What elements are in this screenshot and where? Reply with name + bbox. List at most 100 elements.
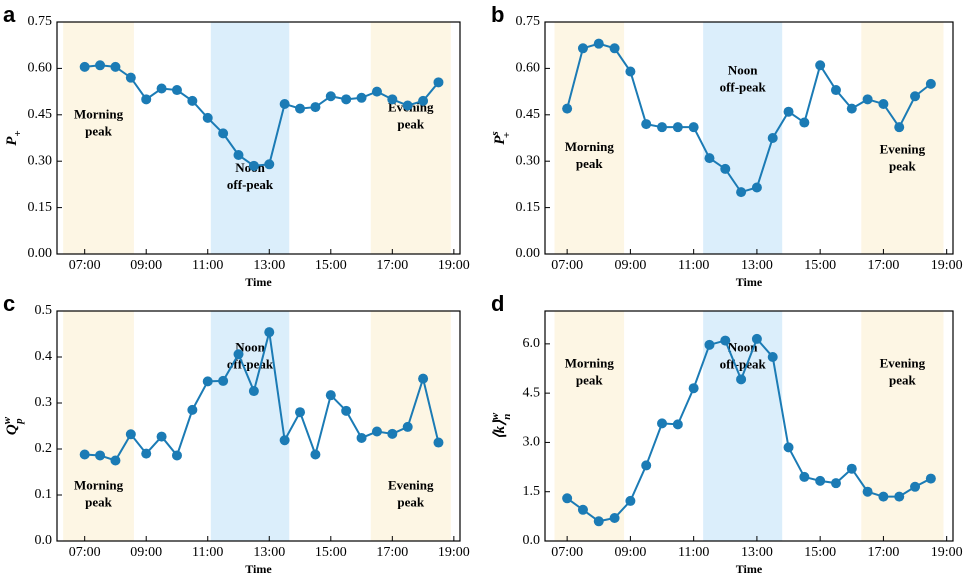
data-point — [830, 478, 841, 489]
x-tick-label: 17:00 — [376, 258, 408, 273]
data-point — [688, 122, 699, 133]
data-point — [187, 95, 198, 106]
data-point — [233, 349, 244, 360]
data-point — [356, 432, 367, 443]
data-point — [910, 91, 921, 102]
x-tick-label: 07:00 — [69, 545, 101, 560]
data-point — [371, 426, 382, 437]
x-axis-label: Time — [245, 275, 272, 289]
data-point — [625, 495, 636, 506]
data-point — [925, 78, 936, 89]
data-point — [418, 373, 429, 384]
data-point — [751, 182, 762, 193]
data-point — [141, 94, 152, 105]
data-point — [264, 159, 275, 170]
region-label: Morning peak — [74, 107, 124, 139]
data-point — [79, 449, 90, 460]
y-axis-label: Qwp — [1, 416, 25, 435]
data-point — [830, 85, 841, 96]
x-tick-label: 09:00 — [614, 545, 646, 560]
data-point — [402, 421, 413, 432]
axes-frame — [56, 310, 461, 542]
region-label-line: off-peak — [227, 177, 274, 192]
data-point — [609, 43, 620, 54]
data-point — [187, 404, 198, 415]
y-tick-label: 1.5 — [523, 484, 541, 499]
data-point — [202, 112, 213, 123]
y-tick-label: 0.4 — [35, 349, 53, 364]
y-label-sub: + — [501, 132, 513, 138]
x-axis-label: Time — [736, 562, 763, 576]
y-axis-label: P+ — [4, 130, 23, 145]
x-tick-label: 17:00 — [867, 258, 899, 273]
region-label-line: peak — [889, 158, 917, 173]
data-point — [609, 513, 620, 523]
x-tick-label: 17:00 — [867, 545, 899, 560]
shaded-region — [554, 311, 625, 541]
data-point — [672, 122, 683, 133]
y-tick-label: 0.60 — [516, 61, 541, 76]
data-point — [341, 405, 352, 416]
region-label-line: peak — [397, 117, 425, 132]
data-point — [767, 133, 778, 143]
x-tick-label: 19:00 — [438, 545, 470, 560]
region-label-line: peak — [397, 494, 425, 509]
data-point — [910, 481, 921, 492]
region-label-line: peak — [85, 494, 113, 509]
data-point — [894, 491, 905, 502]
y-label-main: P — [492, 135, 508, 145]
data-point — [704, 339, 715, 350]
y-tick-label: 0.15 — [516, 200, 541, 215]
region-label: Evening peak — [388, 477, 434, 509]
y-tick-label: 0.00 — [28, 246, 53, 261]
data-point — [672, 419, 683, 430]
data-point — [356, 92, 367, 103]
x-tick-label: 09:00 — [614, 258, 646, 273]
x-tick-label: 19:00 — [438, 258, 470, 273]
region-label-line: Morning — [74, 107, 124, 122]
data-point — [562, 493, 573, 504]
y-tick-label: 0.00 — [516, 246, 541, 261]
data-point — [248, 160, 259, 171]
data-point — [387, 94, 398, 105]
data-point — [79, 61, 90, 72]
y-tick-label: 0.0 — [523, 533, 541, 548]
y-label-sub: n — [501, 414, 513, 420]
data-point — [264, 327, 275, 338]
region-label: Morning peak — [74, 477, 124, 509]
data-point — [279, 435, 290, 446]
data-point — [110, 455, 121, 466]
data-point — [593, 516, 604, 527]
data-point — [433, 437, 444, 448]
panel-label: a — [3, 2, 16, 27]
y-label-sup: w — [489, 412, 501, 420]
x-tick-label: 17:00 — [376, 545, 408, 560]
data-point — [751, 333, 762, 344]
y-tick-label: 0.30 — [28, 153, 53, 168]
data-point — [295, 407, 306, 418]
region-label-line: Morning — [565, 356, 615, 371]
x-tick-label: 09:00 — [130, 545, 162, 560]
y-label-main: ⟨k⟩ — [492, 420, 508, 439]
x-tick-label: 11:00 — [678, 545, 709, 560]
x-tick-label: 07:00 — [551, 258, 583, 273]
data-point — [171, 450, 182, 461]
region-label: Evening peak — [880, 356, 926, 388]
x-tick-label: 15:00 — [804, 545, 836, 560]
region-label-line: off-peak — [720, 79, 767, 94]
data-point — [577, 504, 588, 515]
data-point — [125, 429, 136, 440]
x-tick-label: 11:00 — [192, 258, 223, 273]
data-point — [418, 95, 429, 106]
data-point — [156, 83, 167, 94]
data-point — [95, 450, 106, 461]
region-label-line: peak — [85, 124, 113, 139]
region-label-line: Morning — [565, 139, 615, 154]
region-label: Morning peak — [565, 139, 615, 171]
y-axis-label: ⟨k⟩wn — [489, 412, 513, 439]
panel-label: c — [3, 291, 15, 316]
shaded-region — [63, 311, 134, 541]
shaded-region — [554, 22, 625, 254]
x-tick-label: 07:00 — [69, 258, 101, 273]
data-point — [310, 449, 321, 460]
